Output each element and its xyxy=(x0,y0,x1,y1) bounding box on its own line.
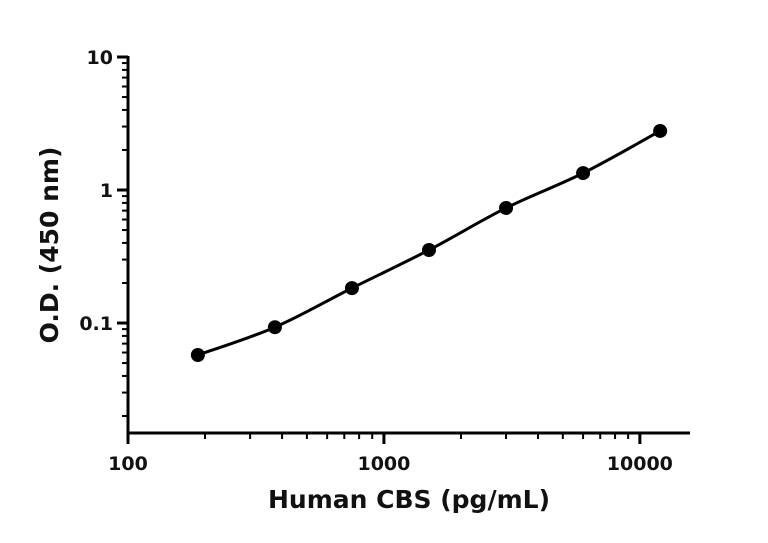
y-tick-label: 1 xyxy=(100,180,113,202)
data-point xyxy=(421,242,436,257)
y-tick-label: 10 xyxy=(87,47,113,69)
data-point xyxy=(344,281,359,296)
data-point xyxy=(190,347,205,362)
x-tick-label: 1000 xyxy=(357,453,410,475)
data-point xyxy=(499,200,514,215)
data-point xyxy=(267,320,282,335)
y-tick-label: 0.1 xyxy=(79,313,113,335)
data-point xyxy=(576,166,591,181)
x-axis-label: Human CBS (pg/mL) xyxy=(268,485,550,514)
x-tick-label: 100 xyxy=(108,453,148,475)
y-axis-label: O.D. (450 nm) xyxy=(35,147,64,344)
x-tick-label: 10000 xyxy=(607,453,673,475)
fit-line xyxy=(197,129,661,357)
data-point xyxy=(653,123,668,138)
